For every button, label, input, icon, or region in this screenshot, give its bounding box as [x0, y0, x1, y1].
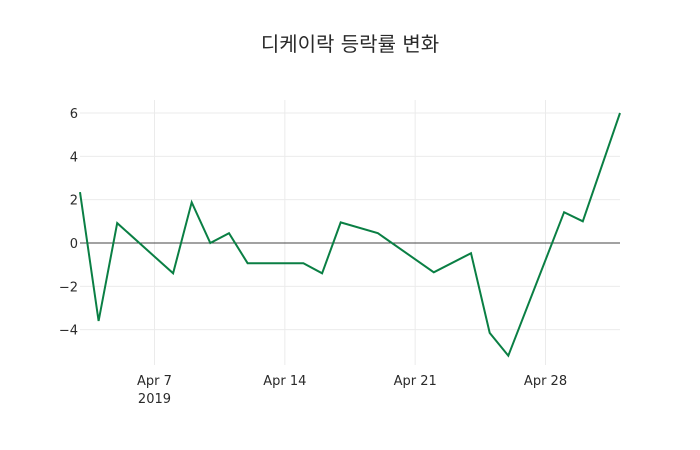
- x-tick-label: Apr 21: [394, 374, 437, 389]
- chart-title: 디케이락 등락률 변화: [260, 32, 440, 56]
- y-tick-label: −2: [59, 280, 78, 295]
- y-tick-label: 0: [70, 237, 78, 252]
- x-tick-label: Apr 7: [137, 374, 172, 389]
- y-tick-label: 4: [70, 150, 78, 165]
- y-axis-ticks: 6 4 2 0 −2 −4: [59, 107, 78, 339]
- x-axis-ticks: Apr 7 2019 Apr 14 Apr 21 Apr 28: [137, 374, 567, 407]
- grid-lines: [80, 100, 620, 365]
- x-tick-label: Apr 14: [263, 374, 306, 389]
- series-line: [79, 112, 621, 358]
- y-tick-label: −4: [59, 324, 78, 339]
- y-tick-label: 2: [70, 194, 78, 209]
- x-tick-year-label: 2019: [138, 392, 171, 407]
- y-tick-label: 6: [70, 107, 78, 122]
- x-tick-label: Apr 28: [524, 374, 567, 389]
